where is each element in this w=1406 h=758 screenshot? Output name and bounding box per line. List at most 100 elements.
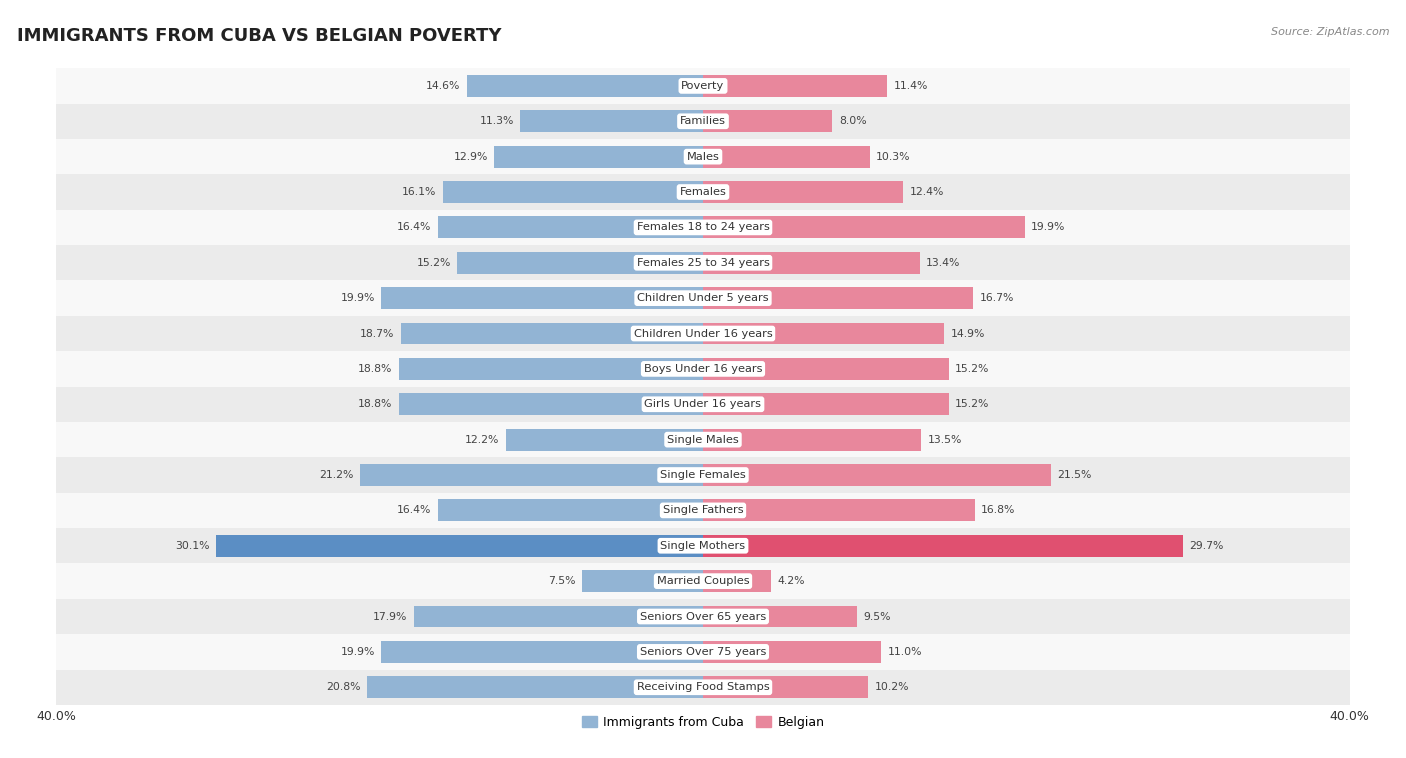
Bar bbox=[56, 139, 1350, 174]
Text: 16.4%: 16.4% bbox=[396, 506, 432, 515]
Text: 12.9%: 12.9% bbox=[454, 152, 488, 161]
Bar bbox=[520, 111, 703, 132]
Text: 4.2%: 4.2% bbox=[778, 576, 804, 586]
Bar bbox=[56, 528, 1350, 563]
Bar bbox=[703, 287, 973, 309]
Bar bbox=[703, 641, 880, 662]
Bar bbox=[367, 676, 703, 698]
Text: 11.3%: 11.3% bbox=[479, 116, 513, 127]
Text: 13.4%: 13.4% bbox=[927, 258, 960, 268]
Text: 19.9%: 19.9% bbox=[340, 293, 375, 303]
Text: 10.3%: 10.3% bbox=[876, 152, 911, 161]
Text: 7.5%: 7.5% bbox=[548, 576, 575, 586]
Text: Seniors Over 75 years: Seniors Over 75 years bbox=[640, 647, 766, 657]
Text: 16.7%: 16.7% bbox=[980, 293, 1014, 303]
Text: 15.2%: 15.2% bbox=[955, 364, 990, 374]
Text: 11.0%: 11.0% bbox=[887, 647, 922, 657]
Bar bbox=[703, 75, 887, 97]
Text: 16.1%: 16.1% bbox=[402, 187, 436, 197]
Bar bbox=[703, 500, 974, 522]
Text: 10.2%: 10.2% bbox=[875, 682, 908, 692]
Text: 11.4%: 11.4% bbox=[894, 81, 928, 91]
Text: 14.6%: 14.6% bbox=[426, 81, 461, 91]
Bar bbox=[217, 535, 703, 556]
Bar bbox=[56, 493, 1350, 528]
Bar bbox=[582, 570, 703, 592]
Bar bbox=[56, 387, 1350, 422]
Bar bbox=[56, 245, 1350, 280]
Bar bbox=[703, 464, 1050, 486]
Text: 19.9%: 19.9% bbox=[1031, 222, 1066, 233]
Text: 18.8%: 18.8% bbox=[359, 364, 392, 374]
Text: 18.7%: 18.7% bbox=[360, 328, 394, 339]
Bar bbox=[457, 252, 703, 274]
Bar bbox=[381, 641, 703, 662]
Bar bbox=[703, 429, 921, 450]
Bar bbox=[56, 422, 1350, 457]
Bar bbox=[703, 146, 869, 168]
Bar bbox=[399, 393, 703, 415]
Text: Females 25 to 34 years: Females 25 to 34 years bbox=[637, 258, 769, 268]
Bar bbox=[56, 669, 1350, 705]
Bar bbox=[703, 535, 1184, 556]
Text: 21.2%: 21.2% bbox=[319, 470, 354, 480]
Bar bbox=[56, 634, 1350, 669]
Text: 29.7%: 29.7% bbox=[1189, 540, 1225, 551]
Text: 17.9%: 17.9% bbox=[373, 612, 408, 622]
Bar bbox=[56, 457, 1350, 493]
Text: Children Under 16 years: Children Under 16 years bbox=[634, 328, 772, 339]
Text: 9.5%: 9.5% bbox=[863, 612, 890, 622]
Text: 15.2%: 15.2% bbox=[416, 258, 451, 268]
Text: Single Males: Single Males bbox=[666, 434, 740, 445]
Text: Females 18 to 24 years: Females 18 to 24 years bbox=[637, 222, 769, 233]
Text: Children Under 5 years: Children Under 5 years bbox=[637, 293, 769, 303]
Text: 12.4%: 12.4% bbox=[910, 187, 945, 197]
Legend: Immigrants from Cuba, Belgian: Immigrants from Cuba, Belgian bbox=[576, 711, 830, 734]
Text: 18.8%: 18.8% bbox=[359, 399, 392, 409]
Text: IMMIGRANTS FROM CUBA VS BELGIAN POVERTY: IMMIGRANTS FROM CUBA VS BELGIAN POVERTY bbox=[17, 27, 502, 45]
Bar bbox=[56, 174, 1350, 210]
Bar bbox=[703, 676, 868, 698]
Bar bbox=[56, 599, 1350, 634]
Text: 14.9%: 14.9% bbox=[950, 328, 984, 339]
Text: 19.9%: 19.9% bbox=[340, 647, 375, 657]
Text: Females: Females bbox=[679, 187, 727, 197]
Bar bbox=[56, 68, 1350, 104]
Text: Married Couples: Married Couples bbox=[657, 576, 749, 586]
Bar bbox=[56, 210, 1350, 245]
Bar bbox=[437, 500, 703, 522]
Bar bbox=[56, 351, 1350, 387]
Text: Receiving Food Stamps: Receiving Food Stamps bbox=[637, 682, 769, 692]
Bar bbox=[467, 75, 703, 97]
Text: 8.0%: 8.0% bbox=[839, 116, 866, 127]
Bar bbox=[703, 393, 949, 415]
Bar bbox=[399, 358, 703, 380]
Bar bbox=[56, 280, 1350, 316]
Bar bbox=[401, 323, 703, 344]
Bar bbox=[443, 181, 703, 203]
Text: 15.2%: 15.2% bbox=[955, 399, 990, 409]
Bar bbox=[703, 181, 904, 203]
Text: 13.5%: 13.5% bbox=[928, 434, 962, 445]
Bar bbox=[56, 104, 1350, 139]
Bar bbox=[413, 606, 703, 628]
Text: Source: ZipAtlas.com: Source: ZipAtlas.com bbox=[1271, 27, 1389, 36]
Bar bbox=[703, 252, 920, 274]
Bar bbox=[437, 217, 703, 238]
Text: 20.8%: 20.8% bbox=[326, 682, 360, 692]
Text: 16.4%: 16.4% bbox=[396, 222, 432, 233]
Bar bbox=[56, 563, 1350, 599]
Text: Single Mothers: Single Mothers bbox=[661, 540, 745, 551]
Bar bbox=[495, 146, 703, 168]
Bar bbox=[703, 323, 943, 344]
Bar bbox=[506, 429, 703, 450]
Bar bbox=[360, 464, 703, 486]
Text: Males: Males bbox=[686, 152, 720, 161]
Text: Single Fathers: Single Fathers bbox=[662, 506, 744, 515]
Bar bbox=[703, 358, 949, 380]
Bar bbox=[703, 111, 832, 132]
Bar bbox=[381, 287, 703, 309]
Text: 12.2%: 12.2% bbox=[465, 434, 499, 445]
Text: Single Females: Single Females bbox=[661, 470, 745, 480]
Bar bbox=[703, 570, 770, 592]
